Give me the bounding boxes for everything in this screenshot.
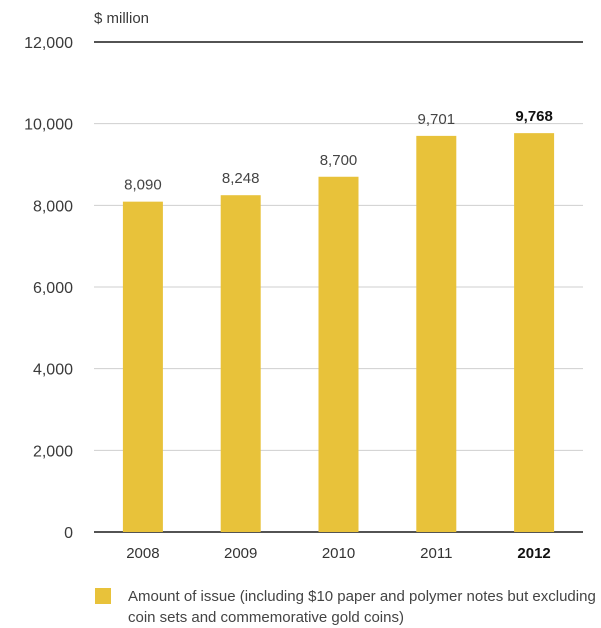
x-tick-label: 2008 (126, 545, 159, 562)
y-axis-ticks: 0 2,000 4,000 6,000 8,000 10,000 12,000 (24, 35, 73, 542)
data-label: 8,090 (124, 177, 162, 194)
data-label: 8,248 (222, 170, 260, 187)
y-tick-label: 6,000 (33, 280, 73, 297)
x-tick-label: 2012 (517, 545, 550, 562)
legend-label: Amount of issue (including $10 paper and… (128, 588, 596, 626)
data-label: 9,768 (515, 108, 553, 125)
y-tick-label: 8,000 (33, 198, 73, 215)
x-tick-label: 2009 (224, 545, 257, 562)
data-label: 9,701 (418, 111, 456, 128)
y-tick-label: 10,000 (24, 117, 73, 134)
bar-2012 (514, 133, 555, 532)
x-axis-labels: 2008 2009 2010 2011 2012 (126, 545, 551, 562)
y-tick-label: 0 (64, 525, 73, 542)
y-tick-label: 2,000 (33, 443, 73, 460)
legend-swatch (95, 588, 111, 604)
bars (122, 133, 555, 533)
bar-2008 (122, 201, 163, 533)
bar-2011 (416, 135, 457, 532)
x-tick-label: 2011 (420, 545, 452, 562)
data-labels: 8,090 8,248 8,700 9,701 9,768 (124, 108, 553, 194)
bar-2009 (220, 195, 261, 532)
y-axis-unit-label: $ million (94, 10, 149, 27)
y-tick-label: 4,000 (33, 362, 73, 379)
x-tick-label: 2010 (322, 545, 355, 562)
y-tick-label: 12,000 (24, 35, 73, 52)
data-label: 8,700 (320, 152, 358, 169)
bar-2010 (318, 176, 359, 532)
